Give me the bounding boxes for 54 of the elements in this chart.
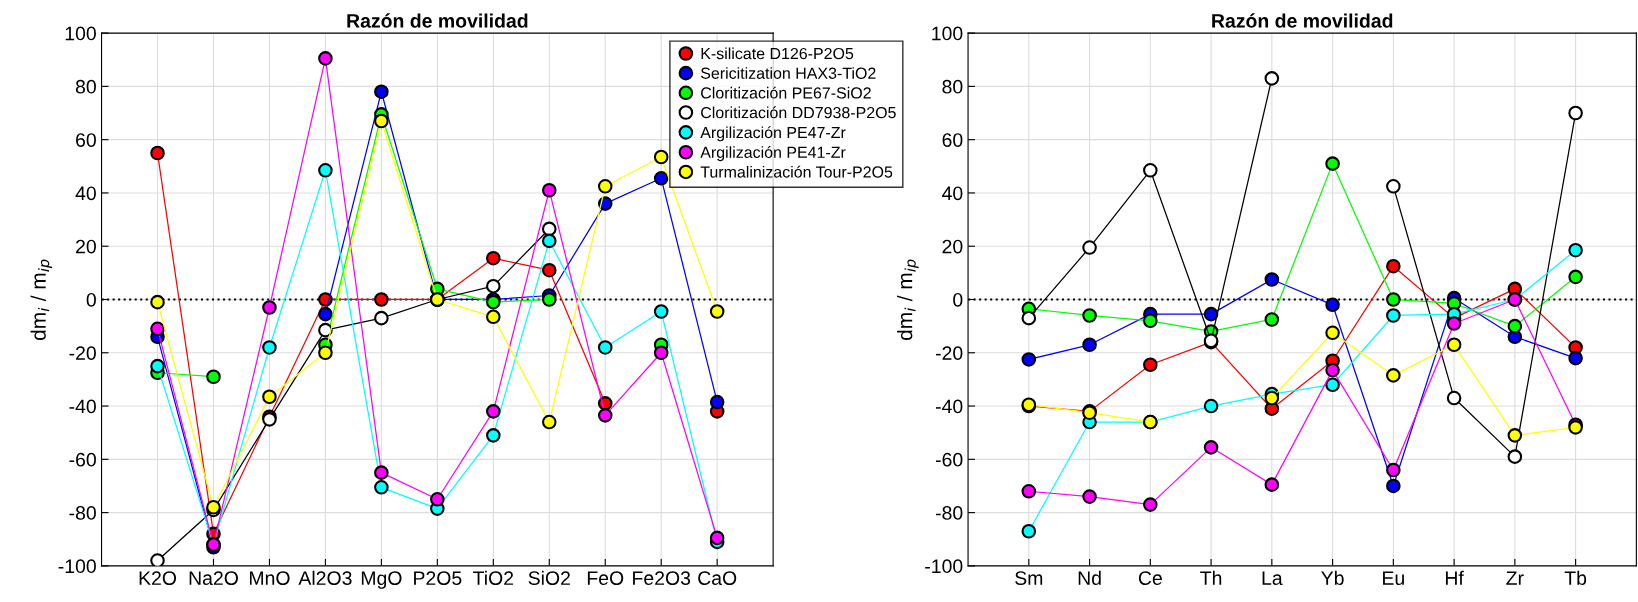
x-tick-label: Ce	[1138, 571, 1162, 586]
x-tick-label: Hf	[1445, 570, 1464, 585]
y-tick-label: 20	[942, 239, 963, 254]
x-tick-label: MnO	[249, 571, 290, 586]
legend-label: K-silicate D126-P2O5	[701, 47, 854, 60]
y-tick-label: -60	[935, 452, 963, 467]
y-tick-label: 60	[942, 133, 963, 147]
y-tick-label: 20	[76, 239, 96, 254]
y-tick-label: 60	[76, 133, 96, 147]
legend-label: Cloritización DD7938-P2O5	[701, 106, 896, 119]
x-tick-label: CaO	[698, 571, 737, 586]
x-tick-label: K2O	[139, 571, 177, 586]
legend-label: Cloritización PE67-SiO2	[701, 86, 871, 99]
legend-label: Argilización PE47-Zr	[700, 126, 846, 142]
y-tick-label: 0	[953, 292, 963, 307]
x-tick-label: MgO	[361, 571, 402, 589]
y-tick-label: 80	[75, 79, 96, 94]
y-tick-label: -100	[58, 559, 96, 574]
x-tick-label: Al2O3	[298, 570, 352, 586]
y-tick-label: 40	[942, 186, 963, 201]
y-axis-title: dm$_{i}$ / m$_{ip}$	[897, 259, 919, 340]
x-tick-label: Nd	[1078, 570, 1101, 586]
y-tick-label: -40	[935, 399, 963, 414]
x-tick-label: Sm	[1015, 571, 1043, 586]
x-tick-label: Na2O	[189, 571, 238, 586]
y-tick-label: -20	[935, 346, 963, 361]
legend-label: Turmalinización Tour-P2O5	[700, 165, 893, 178]
x-tick-label: La	[1262, 571, 1283, 586]
y-tick-label: -80	[935, 506, 963, 520]
legend-label: Argilización PE41-Zr	[700, 146, 846, 162]
y-tick-label: -100	[925, 559, 963, 574]
x-tick-label: Yb	[1321, 570, 1344, 586]
x-tick-label: Th	[1200, 570, 1222, 585]
x-tick-label: Eu	[1383, 571, 1404, 586]
y-axis-title: dm$_{i}$ / m$_{ip}$	[30, 259, 53, 340]
y-tick-label: 0	[86, 292, 96, 307]
x-tick-label: P2O5	[414, 571, 462, 586]
chart-title: Razón de movilidad	[1212, 13, 1393, 28]
y-tick-label: -40	[69, 399, 96, 414]
y-tick-label: -60	[69, 452, 96, 467]
y-tick-label: 40	[75, 186, 96, 201]
x-tick-label: FeO	[587, 571, 624, 586]
y-tick-label: 100	[65, 26, 96, 41]
y-tick-label: 80	[942, 79, 963, 94]
y-tick-label: -80	[69, 506, 96, 520]
y-tick-label: 100	[932, 26, 963, 41]
x-tick-label: Zr	[1506, 571, 1524, 585]
x-tick-label: TiO2	[473, 570, 514, 586]
y-tick-label: -20	[69, 346, 96, 361]
legend-label: Sericitization HAX3-TiO2	[700, 67, 876, 79]
chart-title: Razón de movilidad	[347, 13, 528, 28]
x-tick-label: Tb	[1564, 570, 1587, 586]
x-tick-label: SiO2	[528, 570, 570, 586]
x-tick-label: Fe2O3	[633, 571, 691, 586]
